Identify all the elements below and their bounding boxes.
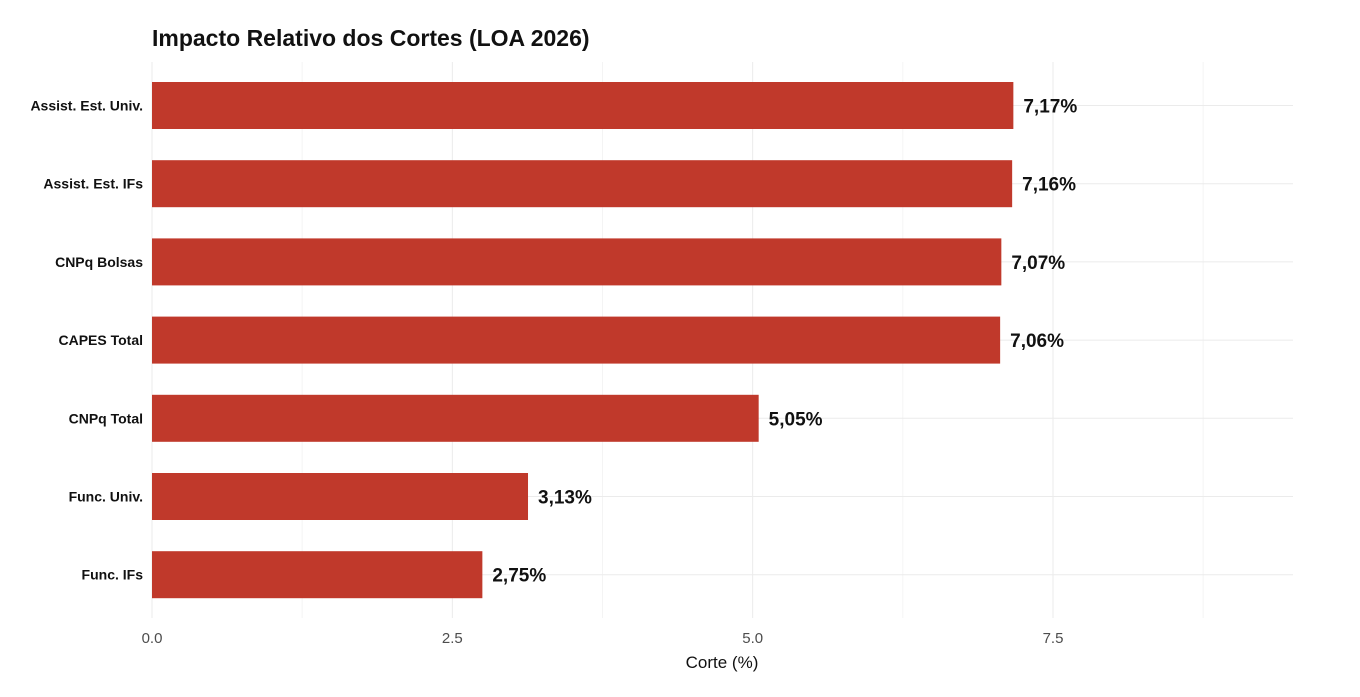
bar	[152, 473, 529, 520]
category-label: Assist. Est. IFs	[43, 176, 143, 192]
chart-title: Impacto Relativo dos Cortes (LOA 2026)	[152, 25, 590, 51]
category-label: CNPq Bolsas	[55, 254, 143, 270]
x-axis-ticks: 0.0 2.5 5.0 7.5	[142, 630, 1064, 647]
bar	[152, 316, 1001, 364]
category-label: CNPq Total	[69, 410, 143, 426]
category-label: CAPES Total	[58, 332, 143, 348]
value-label: 7,06%	[1010, 331, 1064, 352]
value-label: 7,16%	[1022, 175, 1076, 196]
x-tick-label: 0.0	[142, 630, 163, 647]
bar	[152, 82, 1014, 129]
value-label: 2,75%	[492, 566, 546, 587]
bar	[152, 238, 1002, 286]
x-tick-label: 2.5	[442, 630, 463, 647]
value-labels: 7,17% 7,16% 7,07% 7,06% 5,05% 3,13% 2,75%	[492, 97, 1077, 587]
bar	[152, 394, 759, 442]
bar	[152, 160, 1013, 208]
value-label: 7,17%	[1023, 97, 1077, 118]
bars-group	[152, 82, 1014, 599]
x-tick-label: 5.0	[742, 630, 763, 647]
value-label: 5,05%	[769, 409, 823, 430]
category-labels: Assist. Est. Univ. Assist. Est. IFs CNPq B…	[30, 98, 143, 583]
x-tick-label: 7.5	[1043, 630, 1064, 647]
category-label: Func. IFs	[82, 567, 144, 583]
value-label: 7,07%	[1011, 253, 1065, 274]
category-label: Func. Univ.	[69, 489, 143, 505]
x-axis-title: Corte (%)	[686, 653, 759, 672]
value-label: 3,13%	[538, 488, 592, 509]
category-label: Assist. Est. Univ.	[30, 98, 143, 114]
bar	[152, 551, 483, 599]
